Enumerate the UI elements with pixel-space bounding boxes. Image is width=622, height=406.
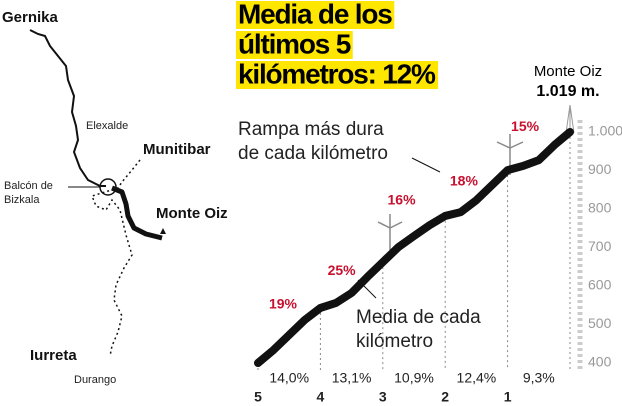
title-line: últimos 5: [238, 28, 351, 59]
place: Balcón de: [4, 180, 53, 192]
max-grade-label: 25%: [328, 262, 357, 278]
y-tick-label: 800: [588, 200, 612, 216]
x-tick-label: 2: [441, 389, 449, 405]
y-tick-label: 900: [588, 161, 612, 177]
max-grade-label: 19%: [269, 296, 298, 312]
avg-grade-label: 13,1%: [332, 370, 372, 386]
x-tick-label: 4: [317, 389, 325, 405]
annotation: Media de cada: [356, 307, 481, 328]
annotation: de cada kilómetro: [238, 143, 388, 164]
avg-grade-label: 12,4%: [457, 370, 497, 386]
x-tick-label: 5: [254, 389, 262, 405]
annotation: kilómetro: [356, 331, 433, 352]
summit-height: 1.019 m.: [536, 83, 599, 100]
summit-name: Monte Oiz: [534, 63, 602, 80]
place: Gernika: [2, 9, 59, 26]
title-highlight: [236, 31, 353, 59]
annotation: Rampa más dura: [238, 119, 384, 140]
y-tick-label: 1.000: [588, 123, 622, 139]
elevation-line: [254, 128, 574, 367]
place: Munitibar: [143, 141, 211, 158]
place: Bizkala: [4, 194, 40, 206]
avg-grade-label: 9,3%: [523, 370, 555, 386]
turbine: [377, 134, 524, 250]
route: [111, 185, 163, 241]
leader: [411, 157, 441, 173]
title-line: kilómetros: 12%: [238, 58, 436, 89]
max-grade-label: 15%: [511, 118, 540, 134]
y-tick-label: 600: [588, 277, 612, 293]
road: [29, 29, 106, 187]
place: Iurreta: [30, 347, 77, 364]
x-tick-label: 1: [504, 389, 512, 405]
title-highlight: [236, 1, 395, 29]
y-tick-label: 700: [588, 238, 612, 254]
road-dotted: [91, 159, 141, 357]
avg-grade-label: 14,0%: [269, 370, 309, 386]
max-grade-label: 18%: [450, 172, 479, 188]
max-grade-label: 16%: [388, 192, 417, 208]
title-line: Media de los: [238, 0, 392, 29]
y-tick-label: 400: [588, 354, 612, 370]
place: Durango: [74, 374, 116, 386]
y-tick-label: 500: [588, 315, 612, 331]
place: Elexalde: [86, 120, 128, 132]
map: Gernika Elexalde Munitibar Balcón de Biz…: [2, 9, 228, 386]
avg-grade-label: 10,9%: [394, 370, 434, 386]
title-highlight: [236, 61, 439, 89]
place: Monte Oiz: [156, 205, 228, 222]
peak-icon: [160, 228, 166, 234]
x-tick-label: 3: [379, 389, 387, 405]
